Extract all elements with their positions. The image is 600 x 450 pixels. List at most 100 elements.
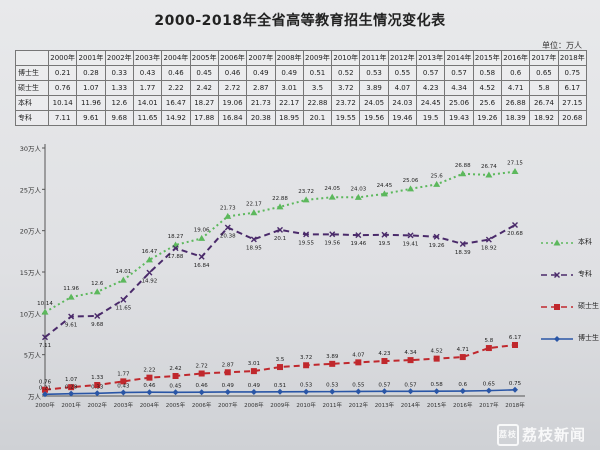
table-row: 硕士生 0.76 1.07 1.33 1.77 2.22 2.42 2.72 2.87 3.01 3… <box>15 80 588 96</box>
data-point-diamond <box>277 388 283 395</box>
table-cell: 20.1 <box>302 110 333 126</box>
data-label: 3.72 <box>300 355 312 361</box>
data-label: 19.06 <box>194 227 210 233</box>
x-tick-label: 2018年 <box>505 401 525 409</box>
legend-label: 专科 <box>578 270 592 278</box>
data-label: 0.6 <box>458 382 467 388</box>
data-point-x <box>198 253 205 260</box>
data-point-triangle <box>224 212 232 219</box>
legend-label: 硕士生 <box>578 302 599 310</box>
data-point-x <box>146 269 153 276</box>
legend-swatch <box>541 272 573 278</box>
data-label: 20.1 <box>274 236 286 242</box>
data-point-x <box>172 245 179 252</box>
data-label: 10.14 <box>37 301 53 307</box>
x-tick-label: 2004年 <box>140 401 160 409</box>
data-point-square <box>172 372 179 379</box>
data-point-diamond <box>407 388 414 395</box>
data-label: 16.47 <box>142 249 158 255</box>
table-cell: 20.38 <box>246 110 276 126</box>
data-label: 12.6 <box>91 281 104 287</box>
legend-marker <box>554 336 560 342</box>
x-tick-label: 2001年 <box>61 401 81 409</box>
table-cell: 19.46 <box>387 110 418 126</box>
table-row: 专科 7.11 9.61 9.68 11.65 14.92 17.88 16.84 20.38 1… <box>15 110 588 126</box>
data-label: 2.42 <box>169 366 181 372</box>
data-label: 25.6 <box>431 173 444 179</box>
data-point-x <box>42 334 48 341</box>
x-tick-label: 2007年 <box>218 401 238 409</box>
table-cell: 19.56 <box>359 110 389 126</box>
data-label: 14.92 <box>142 279 158 285</box>
data-point-square <box>224 369 231 376</box>
data-label: 21.73 <box>220 205 236 211</box>
x-tick-label: 2005年 <box>166 401 186 409</box>
data-label: 24.05 <box>324 186 340 192</box>
data-label: 19.55 <box>298 240 314 246</box>
data-label: 20.38 <box>220 234 236 240</box>
x-tick-label: 2016年 <box>453 401 473 409</box>
data-label: 0.21 <box>39 385 51 391</box>
data-label: 1.07 <box>65 377 78 383</box>
legend-swatch <box>541 304 573 310</box>
data-label: 24.03 <box>350 186 366 192</box>
data-label: 14.01 <box>115 269 131 275</box>
legend-item: 硕士生 <box>540 298 600 330</box>
data-label: 0.45 <box>169 383 182 389</box>
data-label: 9.61 <box>65 323 77 329</box>
table-cell: 27.15 <box>557 95 588 111</box>
page-title: 2000-2018年全省高等教育招生情况变化表 <box>154 13 446 29</box>
data-label: 25.06 <box>403 178 419 184</box>
data-label: 0.65 <box>483 382 496 388</box>
data-label: 0.76 <box>39 380 52 386</box>
series-2: 0.76 1.07 1.33 1.77 2.22 2.42 2.72 2.87 3.01 3.5 3… <box>39 335 522 393</box>
data-point-x <box>68 313 75 320</box>
data-point-x <box>329 231 336 238</box>
table-body: 博士生 0.21 0.28 0.33 0.43 0.46 0.45 0.46 0.49 0.49 0… <box>15 65 588 126</box>
data-point-square <box>485 345 492 352</box>
x-tick-label: 2000年 <box>35 401 55 409</box>
data-label: 0.57 <box>404 382 417 388</box>
data-point-diamond <box>459 388 466 395</box>
data-label: 0.57 <box>378 382 391 388</box>
data-point-x <box>277 226 283 233</box>
data-point-x <box>407 232 414 239</box>
watermark-text: 荔枝新闻 <box>521 425 586 444</box>
data-point-x <box>303 231 310 238</box>
data-label: 7.11 <box>39 343 51 349</box>
data-point-square <box>355 359 362 366</box>
y-tick-label: 20万人 <box>20 228 42 236</box>
table-header-row: 2000年 2001年 2002年 2003年 2004年 2005年 2006年 2007年… <box>15 50 588 66</box>
data-point-diamond <box>512 386 518 393</box>
data-point-square <box>198 370 205 377</box>
table-cell: 7.11 <box>47 110 78 126</box>
data-label: 2.22 <box>143 368 155 374</box>
y-tick-label: 万人 <box>28 393 42 401</box>
chart-legend: 本科 专科 硕士生 博士生 <box>540 234 600 362</box>
data-point-square <box>250 368 257 375</box>
table-cell: 0.57 <box>444 65 474 81</box>
data-label: 3.89 <box>326 354 339 360</box>
data-label: 4.34 <box>404 350 417 356</box>
data-label: 4.07 <box>352 352 365 358</box>
data-point-x <box>554 272 560 278</box>
data-label: 0.75 <box>509 381 522 387</box>
data-point-square <box>433 355 440 362</box>
data-point-square <box>512 341 518 348</box>
series-1: 7.11 9.61 9.68 11.65 14.92 17.88 16.84 20.38 18.… <box>39 222 523 349</box>
watermark-logo: 荔枝 荔枝新闻 <box>496 424 586 446</box>
data-point-x <box>381 231 388 238</box>
data-label: 1.33 <box>91 375 104 381</box>
data-point-triangle <box>553 239 561 246</box>
table-cell: 16.84 <box>217 110 248 126</box>
data-point-square <box>459 354 466 361</box>
table-cell: 19.26 <box>472 110 503 126</box>
data-point-diamond <box>250 388 257 395</box>
data-point-square <box>277 364 283 371</box>
x-tick-label: 2015年 <box>427 401 447 409</box>
data-label: 19.26 <box>429 243 445 249</box>
data-point-square <box>407 357 414 364</box>
x-tick-label: 2013年 <box>375 401 395 409</box>
x-tick-label: 2008年 <box>244 401 264 409</box>
data-label: 4.23 <box>378 351 391 357</box>
